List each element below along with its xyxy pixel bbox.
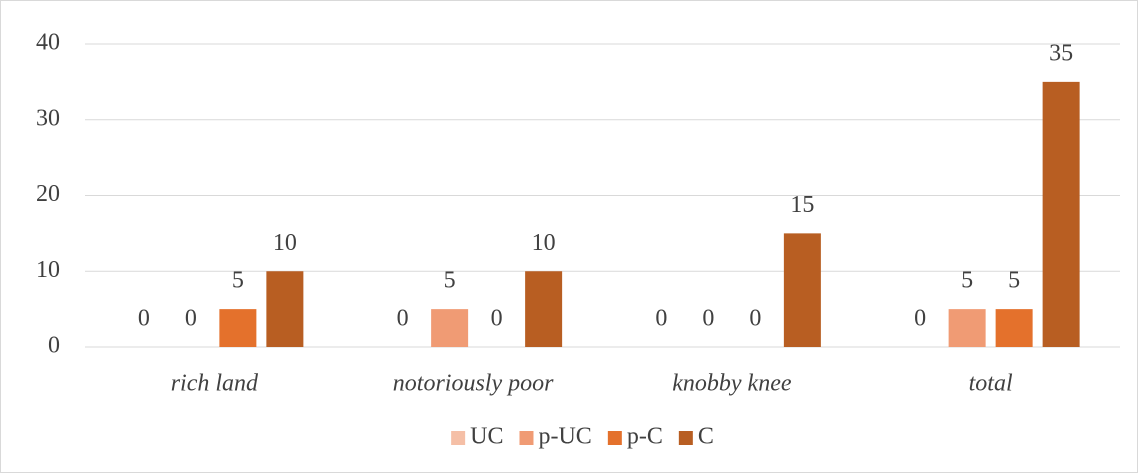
data-label: 10 <box>532 230 556 256</box>
data-label: 0 <box>491 306 503 332</box>
data-label: 35 <box>1049 40 1073 66</box>
y-tick-label: 10 <box>36 257 60 283</box>
data-label: 0 <box>185 306 197 332</box>
legend-label: UC <box>470 424 503 450</box>
x-tick-label: knobby knee <box>672 371 792 397</box>
legend-label: C <box>698 424 714 450</box>
data-label: 0 <box>655 306 667 332</box>
data-label: 0 <box>138 306 150 332</box>
data-label: 10 <box>273 230 297 256</box>
data-label: 0 <box>702 306 714 332</box>
legend-swatch <box>519 431 534 445</box>
bar <box>948 309 986 347</box>
bar <box>995 309 1033 347</box>
x-tick-label: notoriously poor <box>393 371 554 397</box>
y-tick-label: 0 <box>48 333 60 359</box>
bar <box>431 309 469 347</box>
y-tick-label: 30 <box>36 105 60 131</box>
bar <box>783 233 821 347</box>
legend-swatch <box>607 431 622 445</box>
data-label: 5 <box>1008 268 1020 294</box>
bar <box>266 271 304 347</box>
data-label: 0 <box>397 306 409 332</box>
x-tick-label: rich land <box>171 371 259 397</box>
legend-swatch <box>451 431 466 445</box>
data-label: 5 <box>232 268 244 294</box>
y-tick-label: 20 <box>36 181 60 207</box>
data-label: 0 <box>914 306 926 332</box>
legend-label: p-UC <box>538 424 591 450</box>
x-tick-label: total <box>969 371 1013 397</box>
legend-label: p-C <box>627 424 663 450</box>
data-label: 5 <box>444 268 456 294</box>
data-label: 15 <box>790 192 814 218</box>
data-label: 0 <box>749 306 761 332</box>
bar <box>1042 81 1080 347</box>
bar <box>525 271 563 347</box>
y-tick-label: 40 <box>36 30 60 56</box>
data-label: 5 <box>961 268 973 294</box>
bar <box>219 309 257 347</box>
legend-swatch <box>678 431 693 445</box>
